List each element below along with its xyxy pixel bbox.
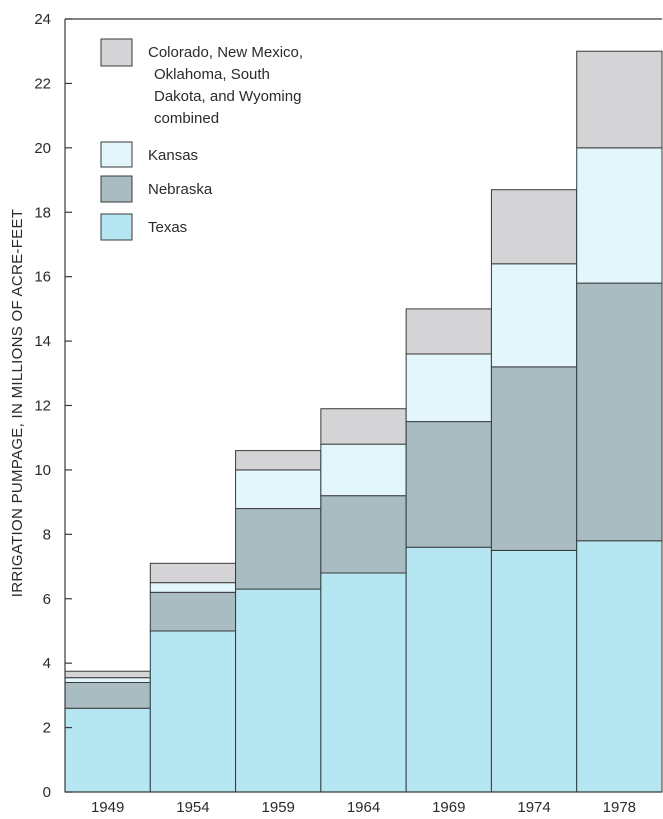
bar-segment-1978-colorado	[576, 50, 663, 149]
y-tick-label: 18	[34, 204, 51, 221]
bar-segment-1949-colorado	[64, 670, 151, 679]
y-tick-label: 6	[43, 591, 51, 608]
bar-segment-1954-nebraska	[149, 591, 237, 632]
legend-label: Nebraska	[148, 181, 213, 198]
legend-label: Colorado, New Mexico,	[148, 44, 303, 61]
bar-segment-1949-nebraska	[64, 681, 151, 709]
y-tick-label: 10	[34, 462, 51, 479]
y-tick-label: 12	[34, 398, 51, 415]
y-tick-label: 8	[43, 526, 51, 543]
bar-segment-1969-kansas	[405, 353, 492, 423]
x-tick-label: 1954	[176, 799, 209, 816]
bar-segment-1949-kansas	[64, 677, 151, 683]
bar-segment-1964-kansas	[320, 443, 407, 497]
bar-segment-1959-kansas	[235, 469, 322, 510]
legend-label: Kansas	[148, 147, 198, 164]
bar-segment-1954-colorado	[149, 562, 237, 584]
legend-label: Oklahoma, South	[154, 66, 270, 83]
bars-layer	[64, 50, 663, 793]
bar-segment-1959-nebraska	[235, 508, 322, 590]
y-axis-title: IRRIGATION PUMPAGE, IN MILLIONS OF ACRE-…	[9, 209, 26, 598]
x-tick-label: 1969	[432, 799, 465, 816]
y-tick-label: 22	[34, 75, 51, 92]
bar-segment-1964-nebraska	[320, 495, 407, 574]
x-tick-label: 1949	[91, 799, 124, 816]
bar-segment-1969-texas	[405, 546, 492, 793]
bar-segment-1964-texas	[320, 572, 407, 793]
legend-label: Texas	[148, 219, 187, 236]
y-tick-label: 16	[34, 269, 51, 286]
y-tick-label: 14	[34, 333, 51, 350]
x-tick-label: 1978	[603, 799, 636, 816]
legend-swatch	[100, 38, 133, 67]
bar-segment-1978-kansas	[576, 147, 663, 284]
legend-swatch	[100, 213, 133, 241]
bar-segment-1959-texas	[235, 588, 322, 793]
y-tick-label: 0	[43, 784, 51, 801]
bar-segment-1959-colorado	[235, 450, 322, 471]
bar-segment-1978-nebraska	[576, 282, 663, 542]
bar-segment-1949-texas	[64, 707, 151, 793]
x-axis-ticks: 1949 1954 1959 1964 1969 1974 1978	[91, 799, 636, 816]
bar-segment-1969-colorado	[405, 308, 492, 355]
bar-segment-1954-kansas	[149, 582, 237, 593]
bar-segment-1954-texas	[149, 630, 237, 793]
y-tick-label: 20	[34, 140, 51, 157]
bar-segment-1974-nebraska	[490, 366, 578, 551]
y-tick-label: 4	[43, 655, 51, 672]
bar-segment-1974-colorado	[490, 189, 578, 265]
y-tick-label: 2	[43, 720, 51, 737]
bar-segment-1974-kansas	[490, 263, 578, 368]
x-tick-label: 1974	[517, 799, 550, 816]
legend-label: Dakota, and Wyoming	[154, 88, 301, 105]
legend-swatch	[100, 175, 133, 203]
y-tick-label: 24	[34, 11, 51, 28]
legend: Colorado, New Mexico, Oklahoma, South Dako…	[100, 38, 303, 241]
legend-label: combined	[154, 110, 219, 127]
x-tick-label: 1959	[262, 799, 295, 816]
bar-segment-1978-texas	[576, 540, 663, 793]
legend-swatch	[100, 141, 133, 168]
bar-segment-1974-texas	[490, 549, 578, 793]
bar-segment-1969-nebraska	[405, 421, 492, 548]
x-tick-label: 1964	[347, 799, 380, 816]
bar-segment-1964-colorado	[320, 408, 407, 445]
